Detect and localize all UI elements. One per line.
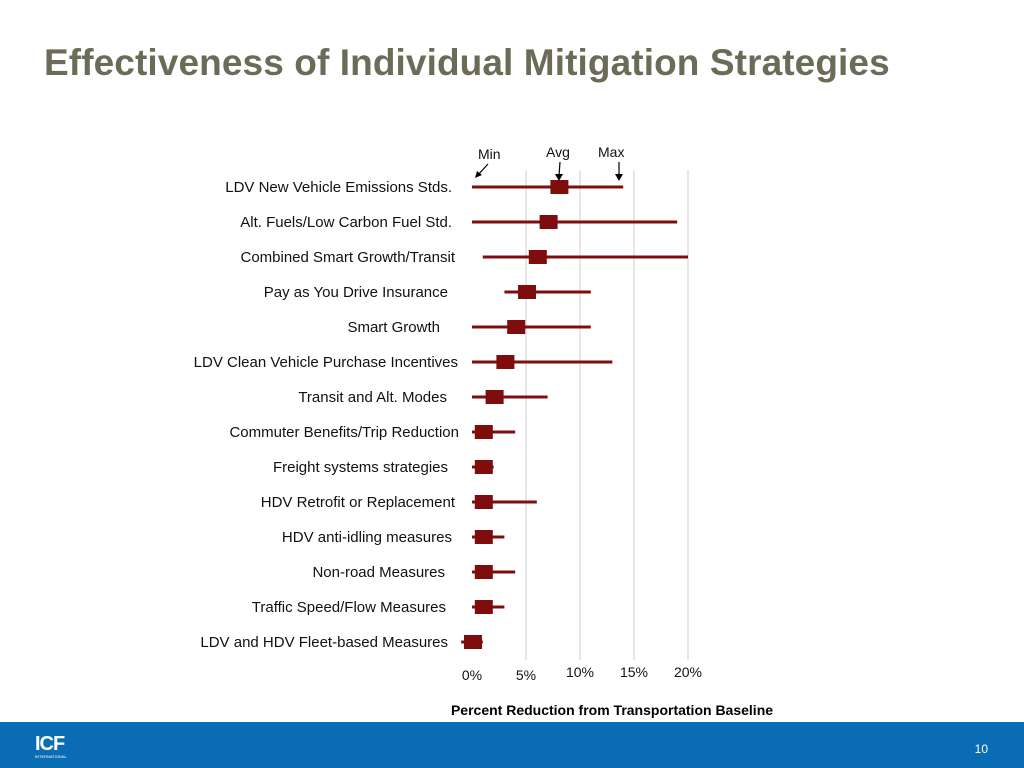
category-label: Combined Smart Growth/Transit [240, 249, 455, 266]
category-label: Traffic Speed/Flow Measures [252, 599, 446, 616]
range-chart: LDV New Vehicle Emissions Stds. Alt. Fuel… [194, 144, 774, 718]
avg-marker [474, 600, 493, 614]
x-tick-label: 20% [674, 664, 702, 680]
category-label: HDV Retrofit or Replacement [261, 494, 456, 511]
category-label: HDV anti-idling measures [282, 529, 452, 546]
annotation-avg: Avg [546, 144, 570, 160]
x-tick-label: 15% [620, 664, 648, 680]
avg-marker [474, 495, 493, 509]
avg-marker [474, 425, 493, 439]
arrow-max-icon [615, 162, 623, 181]
x-tick-label: 10% [566, 664, 594, 680]
category-label: Transit and Alt. Modes [298, 389, 447, 406]
annotation-layer: Min Avg Max [475, 144, 624, 181]
category-label: Freight systems strategies [273, 459, 448, 476]
annotation-max: Max [598, 144, 624, 160]
avg-marker [550, 180, 569, 194]
category-label: Pay as You Drive Insurance [264, 284, 448, 301]
grid-layer [525, 170, 689, 660]
series-layer [461, 180, 688, 649]
avg-marker [474, 565, 493, 579]
avg-marker [464, 635, 482, 649]
x-tick-label: 5% [516, 667, 536, 683]
label-layer: LDV New Vehicle Emissions Stds. Alt. Fuel… [194, 179, 459, 651]
avg-marker [496, 355, 515, 369]
category-label: LDV New Vehicle Emissions Stds. [225, 179, 452, 196]
x-tick-label: 0% [462, 667, 482, 683]
category-label: Commuter Benefits/Trip Reduction [229, 424, 459, 441]
arrow-avg-icon [555, 161, 563, 181]
icf-logo: ICF [35, 733, 65, 755]
footer-bar [0, 722, 1024, 768]
avg-marker [539, 215, 558, 229]
avg-marker [518, 285, 536, 299]
avg-marker [485, 390, 504, 404]
avg-marker [474, 530, 493, 544]
x-axis-title: Percent Reduction from Transportation Ba… [451, 702, 773, 718]
annotation-min: Min [478, 146, 501, 162]
avg-marker [528, 250, 547, 264]
category-label: Alt. Fuels/Low Carbon Fuel Std. [240, 214, 452, 231]
page-number: 10 [974, 742, 988, 756]
icf-logo-subtext: INTERNATIONAL [35, 754, 67, 759]
avg-marker [474, 460, 493, 474]
category-label: LDV Clean Vehicle Purchase Incentives [194, 354, 458, 371]
tick-layer: 0% 5% 10% 15% 20% [462, 664, 702, 683]
arrow-min-icon [475, 163, 489, 178]
category-label: LDV and HDV Fleet-based Measures [200, 634, 448, 651]
slide-title: Effectiveness of Individual Mitigation S… [44, 42, 890, 83]
avg-marker [507, 320, 526, 334]
category-label: Non-road Measures [312, 564, 445, 581]
category-label: Smart Growth [347, 319, 440, 336]
